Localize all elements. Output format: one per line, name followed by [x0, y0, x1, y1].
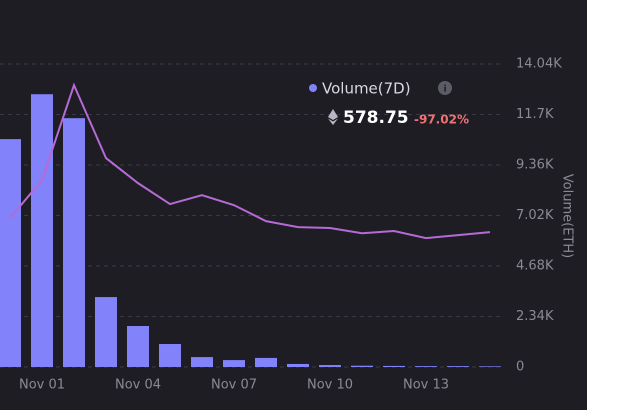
x-tick-label: Nov 01 [19, 378, 65, 393]
bar [255, 357, 277, 367]
plot-area [0, 82, 501, 368]
bar [447, 366, 469, 367]
y-tick-label: 2.34K [516, 309, 554, 324]
y-tick-label: 9.36K [516, 158, 554, 173]
x-tick-label: Nov 07 [211, 378, 257, 393]
bar [191, 357, 213, 367]
y-tick-label: 11.7K [516, 107, 554, 122]
info-icon-glyph: i [443, 85, 446, 95]
bar [319, 365, 341, 367]
legend-change: -97.02% [414, 113, 469, 127]
legend-dot [309, 84, 317, 92]
info-icon [438, 81, 452, 95]
y-tick-label: 7.02K [516, 208, 554, 223]
bar [31, 94, 53, 367]
x-tick-label: Nov 04 [115, 378, 161, 393]
y-tick-label: 0 [516, 360, 524, 375]
chart-background [0, 0, 587, 410]
y-axis-label: Volume(ETH) [560, 174, 575, 258]
bar [63, 118, 85, 368]
bar [95, 297, 117, 367]
y-tick-label: 14.04K [516, 57, 562, 72]
line [9, 82, 491, 240]
bar [159, 344, 181, 367]
eth-icon [328, 109, 338, 125]
x-tick-label: Nov 13 [403, 378, 449, 393]
legend-name: Volume(7D) [322, 80, 411, 98]
bar [287, 363, 309, 367]
x-tick-label: Nov 10 [307, 378, 353, 393]
bar [0, 139, 21, 367]
legend-value: 578.75 [343, 108, 409, 128]
bar [479, 366, 501, 367]
bar [383, 365, 405, 367]
bar [127, 325, 149, 367]
y-tick-label: 4.68K [516, 259, 554, 274]
bar [351, 365, 373, 367]
bar [223, 360, 245, 367]
bar [415, 366, 437, 367]
